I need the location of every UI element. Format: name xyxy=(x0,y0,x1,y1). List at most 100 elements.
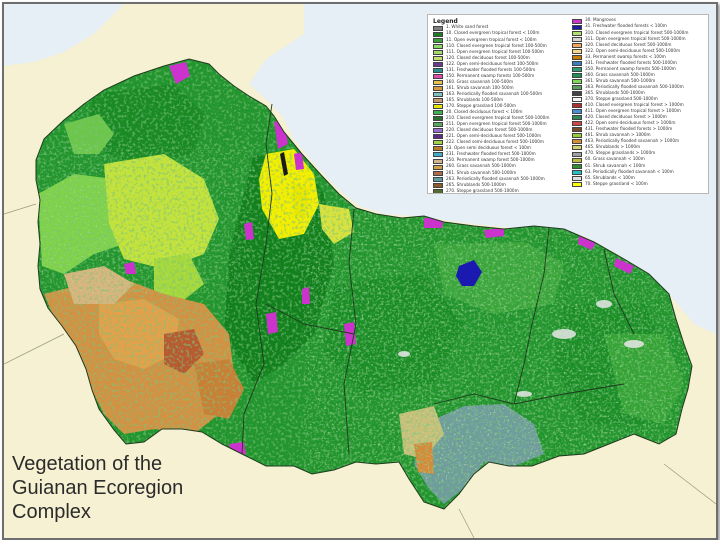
legend-label: 270. Steppe grassland 500-1000m xyxy=(446,187,519,193)
internal-borders xyxy=(241,103,635,455)
legend-label: 170. Steppe grassland 100-500m xyxy=(446,103,517,109)
title-line-2: Guianan Ecoregion xyxy=(12,477,184,499)
legend-label: 70. Steppe grassland < 100m xyxy=(585,180,648,186)
legend-swatch xyxy=(572,175,582,181)
legend-label: 222. Closed semi-deciduous forest 500-10… xyxy=(446,139,544,145)
legend-swatch xyxy=(572,30,582,36)
legend-label: 31. Freshwater flooded forests < 100m xyxy=(585,23,667,29)
legend-label: 470. Steppe grasslands > 1000m xyxy=(585,150,656,156)
title-line-1: Vegetation of the xyxy=(12,453,163,475)
legend-swatch xyxy=(572,60,582,66)
legend-label: 20. Closed deciduous forest < 100m xyxy=(446,109,523,115)
legend-label: 122. Open semi-deciduous forest 100-500m xyxy=(446,60,539,66)
legend-swatch xyxy=(572,72,582,78)
legend-label: 370. Steppe grassland 500-1000m xyxy=(585,96,658,102)
legend-swatch xyxy=(433,73,443,79)
legend-swatch xyxy=(433,25,443,31)
legend-label: 310. Closed evergreen tropical forest 50… xyxy=(585,29,689,35)
river-mouth xyxy=(280,152,288,176)
white-sand-patches xyxy=(398,300,644,397)
legend-label: 261. Shrub savannah 500-1000m xyxy=(446,169,517,175)
legend-swatch xyxy=(572,66,582,72)
legend-label: 150. Permanent swamp forests 100-500m xyxy=(446,72,535,78)
legend-swatch xyxy=(572,36,582,42)
legend-swatch xyxy=(572,48,582,54)
legend-label: 363. Periodically flooded savannah 500-1… xyxy=(585,83,684,89)
legend-swatch xyxy=(433,31,443,37)
legend-swatch xyxy=(572,103,582,109)
title-line-3: Complex xyxy=(12,501,91,523)
legend-label: 221. Open semi-deciduous forest 500-1000… xyxy=(446,133,542,139)
legend-label: 420. Closed deciduous forest > 1000m xyxy=(585,114,667,120)
legend-swatch xyxy=(572,163,582,169)
legend-label: 361. Shrub savannah 500-1000m xyxy=(585,77,656,83)
legend-swatch xyxy=(433,158,443,164)
legend-label: 360. Grass savannah 500-1000m xyxy=(585,71,655,77)
legend-swatch xyxy=(433,134,443,140)
legend-label: 265. Shrublands 500-1000m xyxy=(446,181,506,187)
ocean-northwest xyxy=(4,4,124,66)
legend-label: 10. Closed evergreen tropical forest < 1… xyxy=(446,30,540,36)
outer-borders xyxy=(4,203,716,538)
legend-label: 160. Grass savannah 100-500m xyxy=(446,78,514,84)
legend-label: 111. Open evergreen tropical forest 100-… xyxy=(446,48,544,54)
mangrove-patches xyxy=(124,62,634,456)
legend-label: 211. Open evergreen tropical forest 500-… xyxy=(446,121,547,127)
legend-label: 463. Periodically flooded savannah > 100… xyxy=(585,138,680,144)
legend-swatch xyxy=(433,170,443,176)
coastal-land xyxy=(4,4,304,174)
legend-swatch xyxy=(572,169,582,175)
legend-label: 320. Closed deciduous forest 500-1000m xyxy=(585,41,672,47)
legend-swatch xyxy=(433,61,443,67)
legend-label: 322. Open semi-deciduous forest 500-1000… xyxy=(585,47,681,53)
legend-label: 11. Open evergreen tropical forest < 100… xyxy=(446,36,537,42)
legend-label: 365. Shrublands 500-1000m xyxy=(585,89,645,95)
legend-title: Legend xyxy=(433,18,458,25)
legend-swatch xyxy=(433,85,443,91)
legend-label: 411. Open evergreen tropical forest > 10… xyxy=(585,108,681,114)
legend-swatch xyxy=(433,92,443,98)
legend-label: 30. Mangroves xyxy=(585,17,616,23)
legend-swatch xyxy=(433,43,443,49)
legend-label: 165. Shrublands 100-500m xyxy=(446,96,504,102)
legend-label: 220. Closed deciduous forest 500-1000m xyxy=(446,127,533,133)
legend-swatch xyxy=(433,49,443,55)
legend-label: 431. Freshwater flooded forests > 1000m xyxy=(585,126,673,132)
legend-label: 60. Grass savannah < 100m xyxy=(585,156,645,162)
legend-label: 250. Permanent swamp forest 500-1000m xyxy=(446,157,535,163)
reservoir-blue xyxy=(456,260,482,286)
legend-swatch xyxy=(433,104,443,110)
legend-label: 110. Closed evergreen tropical forest 10… xyxy=(446,42,547,48)
legend-swatch xyxy=(572,97,582,103)
legend-label: 410. Closed evergreen tropical forest > … xyxy=(585,102,684,108)
legend-label: 263. Periodically flooded savannah 500-1… xyxy=(446,175,545,181)
legend-swatch xyxy=(433,128,443,134)
legend-label: 231. Freshwater flooded forest 500-1000m xyxy=(446,151,536,157)
legend-swatch xyxy=(572,181,582,187)
legend-label: 331. Freshwater flooded forests 500-1000… xyxy=(585,59,677,65)
legend-label: 350. Permanent swamp forests 500-1000m xyxy=(585,65,676,71)
legend-swatch xyxy=(572,151,582,157)
legend-swatch xyxy=(572,157,582,163)
legend-swatch xyxy=(433,188,443,193)
legend-swatch xyxy=(572,145,582,151)
legend-label: 23. Open semi deciduous forest < 100m xyxy=(446,145,531,151)
legend-swatch xyxy=(433,98,443,104)
legend-swatch xyxy=(572,85,582,91)
legend-swatch xyxy=(433,55,443,61)
legend-swatch xyxy=(433,67,443,73)
legend-swatch xyxy=(572,109,582,115)
legend-label: 210. Closed evergreen tropical forest 50… xyxy=(446,115,550,121)
legend-label: 63. Periodically flooded savannah < 100m xyxy=(585,168,674,174)
map-legend: Legend 1. White sand forest 10. Closed ev… xyxy=(427,14,709,194)
legend-swatch xyxy=(433,152,443,158)
legend-label: 1. White sand forest xyxy=(446,24,489,30)
legend-label: 163. Periodically flooded savannah 100-5… xyxy=(446,90,543,96)
legend-label: 33. Permanent swamp forests < 100m xyxy=(585,53,666,59)
legend-swatch xyxy=(433,116,443,122)
legend-swatch xyxy=(433,182,443,188)
legend-swatch xyxy=(572,133,582,139)
legend-label: 422. Open semi-deciduous forest > 1000m xyxy=(585,120,676,126)
legend-label: 131. Freshwater flooded forests 100-500m xyxy=(446,66,536,72)
